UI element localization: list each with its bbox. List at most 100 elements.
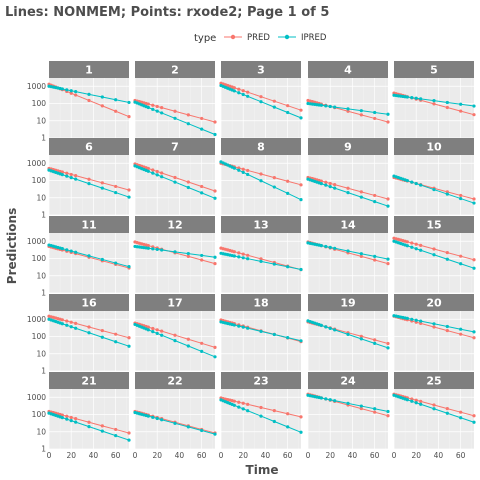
pred-point (259, 405, 263, 410)
panel-strip (49, 61, 129, 78)
ipred-point (155, 109, 159, 113)
x-tick-label: 40 (348, 451, 358, 460)
ipred-point (74, 177, 78, 181)
chart-title: Lines: NONMEM; Points: rxode2; Page 1 of… (5, 5, 329, 20)
panel-strip (221, 61, 301, 78)
ipred-point (328, 185, 332, 189)
pred-point (65, 171, 69, 175)
panel-background (221, 311, 301, 371)
ipred-point (405, 178, 409, 183)
ipred-point (151, 107, 155, 111)
ipred-point (286, 191, 290, 195)
x-tick-label: 0 (306, 451, 311, 460)
pred-point (65, 414, 69, 418)
ipred-point (237, 405, 241, 409)
pred-point (259, 95, 263, 99)
panel-strip (221, 138, 301, 155)
pred-point (419, 243, 423, 247)
ipred-point (173, 250, 177, 254)
panel-23: 23 0 20 40 60 (219, 372, 303, 460)
ipred-point (246, 409, 250, 413)
pred-point (65, 319, 69, 323)
panel-background (394, 155, 474, 215)
ipred-point (151, 247, 155, 251)
ipred-point (410, 96, 414, 100)
panel-strip-label: 18 (253, 297, 268, 310)
ipred-point (319, 323, 323, 328)
ipred-point (472, 330, 476, 334)
panel-background (135, 233, 215, 293)
y-tick-label: 10 (36, 427, 46, 436)
pred-point (432, 247, 436, 251)
panel-strip (394, 138, 474, 155)
panel-strip-label: 23 (253, 375, 268, 388)
ipred-point (346, 191, 350, 195)
ipred-point (127, 195, 131, 199)
ipred-point (241, 256, 245, 260)
panel-strip-label: 25 (426, 375, 441, 388)
panel-13: 13 (219, 216, 303, 294)
pred-point (60, 413, 64, 417)
ipred-point (200, 253, 204, 258)
panel-strip-label: 17 (167, 297, 182, 310)
pred-point (127, 431, 131, 435)
panel-strip-label: 22 (167, 375, 182, 388)
ipred-point (213, 432, 217, 436)
pred-point (373, 116, 377, 121)
ipred-point (299, 339, 303, 343)
ipred-point (146, 414, 150, 418)
panel-strip-label: 2 (171, 64, 179, 77)
panel-strip (221, 294, 301, 311)
ipred-point (410, 245, 414, 249)
pred-point (69, 415, 73, 420)
pred-point (173, 333, 177, 337)
ipred-point (405, 244, 409, 248)
ipred-point (241, 92, 245, 97)
y-tick-label: 1000 (27, 393, 46, 402)
x-axis-title: Time (246, 463, 279, 477)
pred-point (186, 113, 190, 117)
pred-point (241, 252, 245, 256)
ipred-point (373, 341, 377, 345)
ipred-point (74, 420, 78, 424)
ipred-point (419, 248, 423, 252)
panel-strip-label: 8 (257, 141, 265, 154)
pred-point (151, 103, 155, 107)
y-tick-label: 100 (32, 332, 47, 341)
ipred-point (100, 335, 104, 339)
ipred-point (346, 249, 350, 253)
panel-18: 18 (219, 294, 303, 372)
ipred-point (160, 418, 164, 422)
y-tick-label: 100 (32, 99, 47, 108)
ipred-point (60, 416, 64, 420)
ipred-point (333, 399, 337, 403)
pred-point (151, 168, 155, 172)
panel-strip (221, 216, 301, 233)
ipred-point (419, 183, 423, 187)
pred-point (114, 332, 118, 336)
pred-point (445, 190, 449, 194)
ipred-point (151, 330, 155, 334)
ipred-point (213, 355, 217, 359)
panel-strip-label: 5 (430, 64, 438, 77)
x-tick-label: 60 (283, 451, 293, 460)
ipred-point (241, 325, 245, 329)
ipred-point (237, 324, 241, 328)
pred-point (87, 177, 91, 181)
ipred-point (200, 349, 204, 354)
ipred-point (237, 168, 241, 172)
x-tick-label: 20 (411, 451, 421, 460)
pred-point (386, 341, 390, 346)
ipred-point (299, 198, 303, 202)
ipred-point (127, 100, 131, 105)
ipred-point (324, 325, 328, 329)
ipred-point (419, 97, 423, 101)
pred-point (445, 250, 449, 255)
ipred-point (69, 89, 73, 93)
panel-1: 1 1 10 100 1000 (27, 61, 131, 143)
panel-background (221, 389, 301, 449)
panel-strip (308, 61, 388, 78)
ipred-point (324, 104, 328, 108)
